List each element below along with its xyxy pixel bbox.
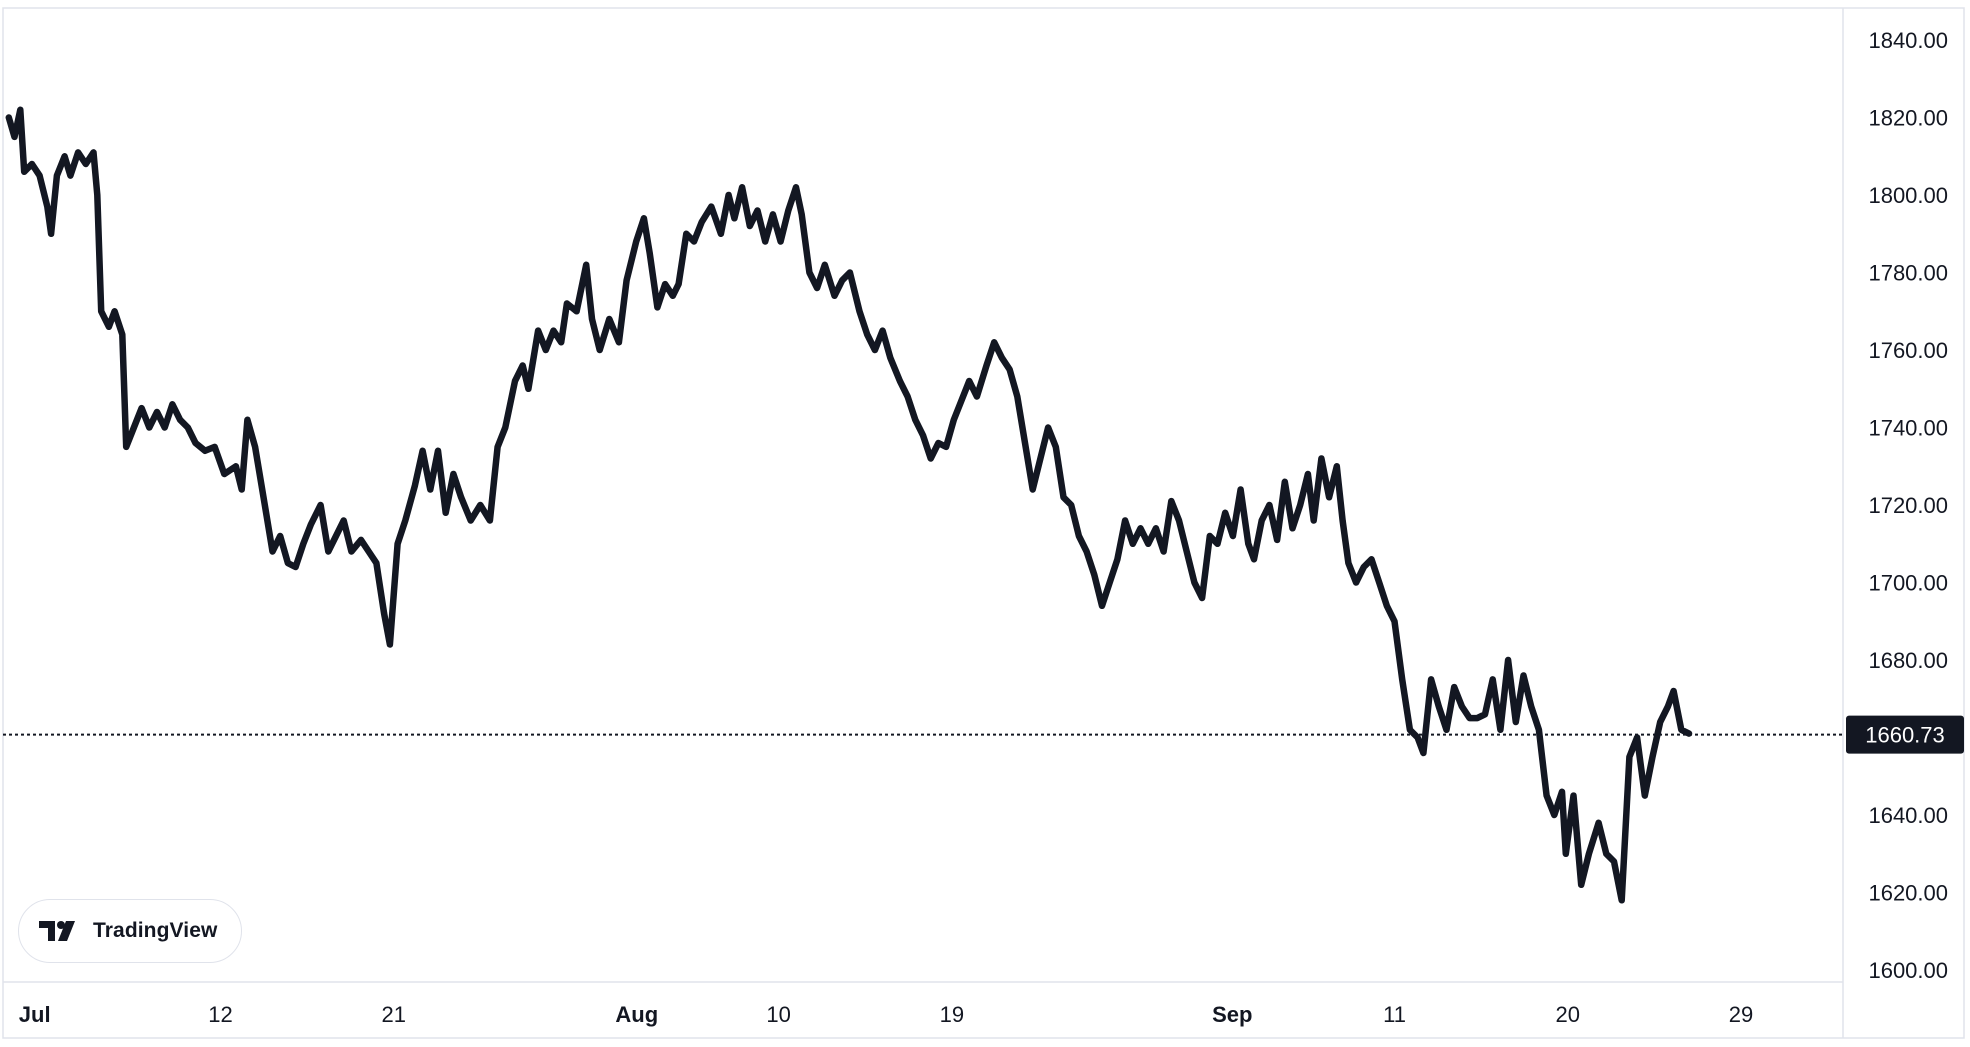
time-tick-label: 10 <box>766 1002 790 1027</box>
price-tick-label: 1780.00 <box>1868 261 1948 286</box>
time-tick-label: Jul <box>19 1002 51 1027</box>
tradingview-logo[interactable]: TradingView <box>18 899 242 963</box>
time-tick-label: 11 <box>1383 1002 1406 1027</box>
time-tick-label: 20 <box>1556 1002 1580 1027</box>
price-tick-label: 1820.00 <box>1868 106 1948 131</box>
price-tick-label: 1800.00 <box>1868 183 1948 208</box>
chart-outer-border <box>2 7 1965 1039</box>
time-tick-label: 19 <box>940 1002 964 1027</box>
time-tick-label: 29 <box>1729 1002 1753 1027</box>
time-tick-label: 21 <box>381 1002 405 1027</box>
price-tick-label: 1620.00 <box>1868 881 1948 906</box>
tradingview-logo-text: TradingView <box>93 919 218 942</box>
price-tick-label: 1640.00 <box>1868 803 1948 828</box>
current-price-label-text: 1660.73 <box>1865 723 1945 748</box>
time-tick-label: Sep <box>1212 1002 1252 1027</box>
price-tick-label: 1700.00 <box>1868 571 1948 596</box>
price-tick-label: 1720.00 <box>1868 493 1948 518</box>
current-price-label-bg <box>1846 715 1964 754</box>
price-tick-label: 1840.00 <box>1868 28 1948 53</box>
price-tick-label: 1740.00 <box>1868 416 1948 441</box>
price-tick-label: 1600.00 <box>1868 958 1948 983</box>
tradingview-logo-icon <box>39 921 75 941</box>
price-series-line <box>5 106 1693 904</box>
current-price-label: 1660.73 <box>1846 715 1964 754</box>
time-tick-label: 12 <box>208 1002 232 1027</box>
time-axis[interactable]: Jul 12 21 Aug 10 19 Sep 11 20 29 <box>19 1002 1753 1027</box>
price-tick-label: 1680.00 <box>1868 648 1948 673</box>
time-tick-label: Aug <box>615 1002 658 1027</box>
price-tick-label: 1760.00 <box>1868 338 1948 363</box>
price-axis[interactable]: 1840.00 1820.00 1800.00 1780.00 1760.00 1740.… <box>1868 28 1948 983</box>
